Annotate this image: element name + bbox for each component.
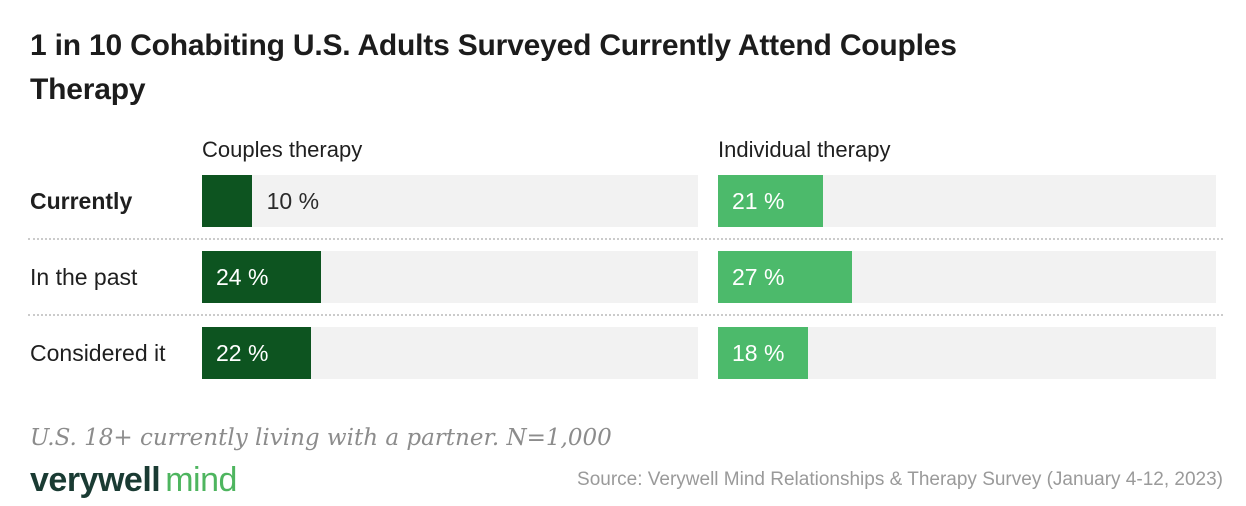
verywell-mind-logo: verywell mind	[30, 462, 237, 498]
category-label: In the past	[30, 263, 138, 290]
bar-segment: 27 %	[718, 251, 853, 303]
logo-secondary-text: mind	[165, 461, 237, 499]
therapy-bar-chart: Couples therapy Individual therapy Curre…	[28, 138, 1223, 379]
bar-track: 22 %	[202, 327, 698, 379]
logo-primary-text: verywell	[30, 461, 161, 499]
bar-segment: 21 %	[718, 175, 823, 227]
page-title: 1 in 10 Cohabiting U.S. Adults Surveyed …	[30, 29, 957, 106]
bar-segment: 22 %	[202, 327, 312, 379]
category-label: Considered it	[30, 339, 166, 366]
bar-value-label: 21 %	[732, 187, 785, 214]
bar-value-label: 18 %	[732, 339, 785, 366]
header-spacer	[30, 138, 202, 162]
bar-value-label: 27 %	[732, 263, 785, 290]
survey-population-note: U.S. 18+ currently living with a partner…	[30, 425, 612, 451]
chart-row: Considered it 22 % 18 %	[30, 327, 1223, 379]
column-header-individual-therapy: Individual therapy	[718, 137, 891, 162]
bar-track: 24 %	[202, 251, 698, 303]
row-divider	[28, 314, 1223, 316]
column-header-row: Couples therapy Individual therapy	[30, 138, 1223, 162]
column-header-couples-therapy: Couples therapy	[202, 137, 363, 162]
category-label: Currently	[30, 187, 133, 214]
bar-track: 27 %	[718, 251, 1216, 303]
footer: verywell mind Source: Verywell Mind Relat…	[30, 462, 1223, 498]
bar-track: 10 %	[202, 175, 698, 227]
bar-value-label: 10 %	[266, 187, 320, 214]
source-attribution: Source: Verywell Mind Relationships & Th…	[577, 469, 1223, 490]
chart-row: Currently 10 % 21 %	[30, 175, 1223, 227]
chart-rows: Currently 10 % 21 % In the past 24 % 27 % Cons…	[28, 175, 1223, 379]
bar-segment: 24 %	[202, 251, 322, 303]
bar-segment: 18 %	[718, 327, 808, 379]
bar-segment	[202, 175, 252, 227]
chart-row: In the past 24 % 27 %	[30, 251, 1223, 303]
bar-track: 21 %	[718, 175, 1216, 227]
bar-value-label: 24 %	[216, 263, 269, 290]
bar-value-label: 22 %	[216, 339, 269, 366]
bar-track: 18 %	[718, 327, 1216, 379]
row-divider	[28, 238, 1223, 240]
